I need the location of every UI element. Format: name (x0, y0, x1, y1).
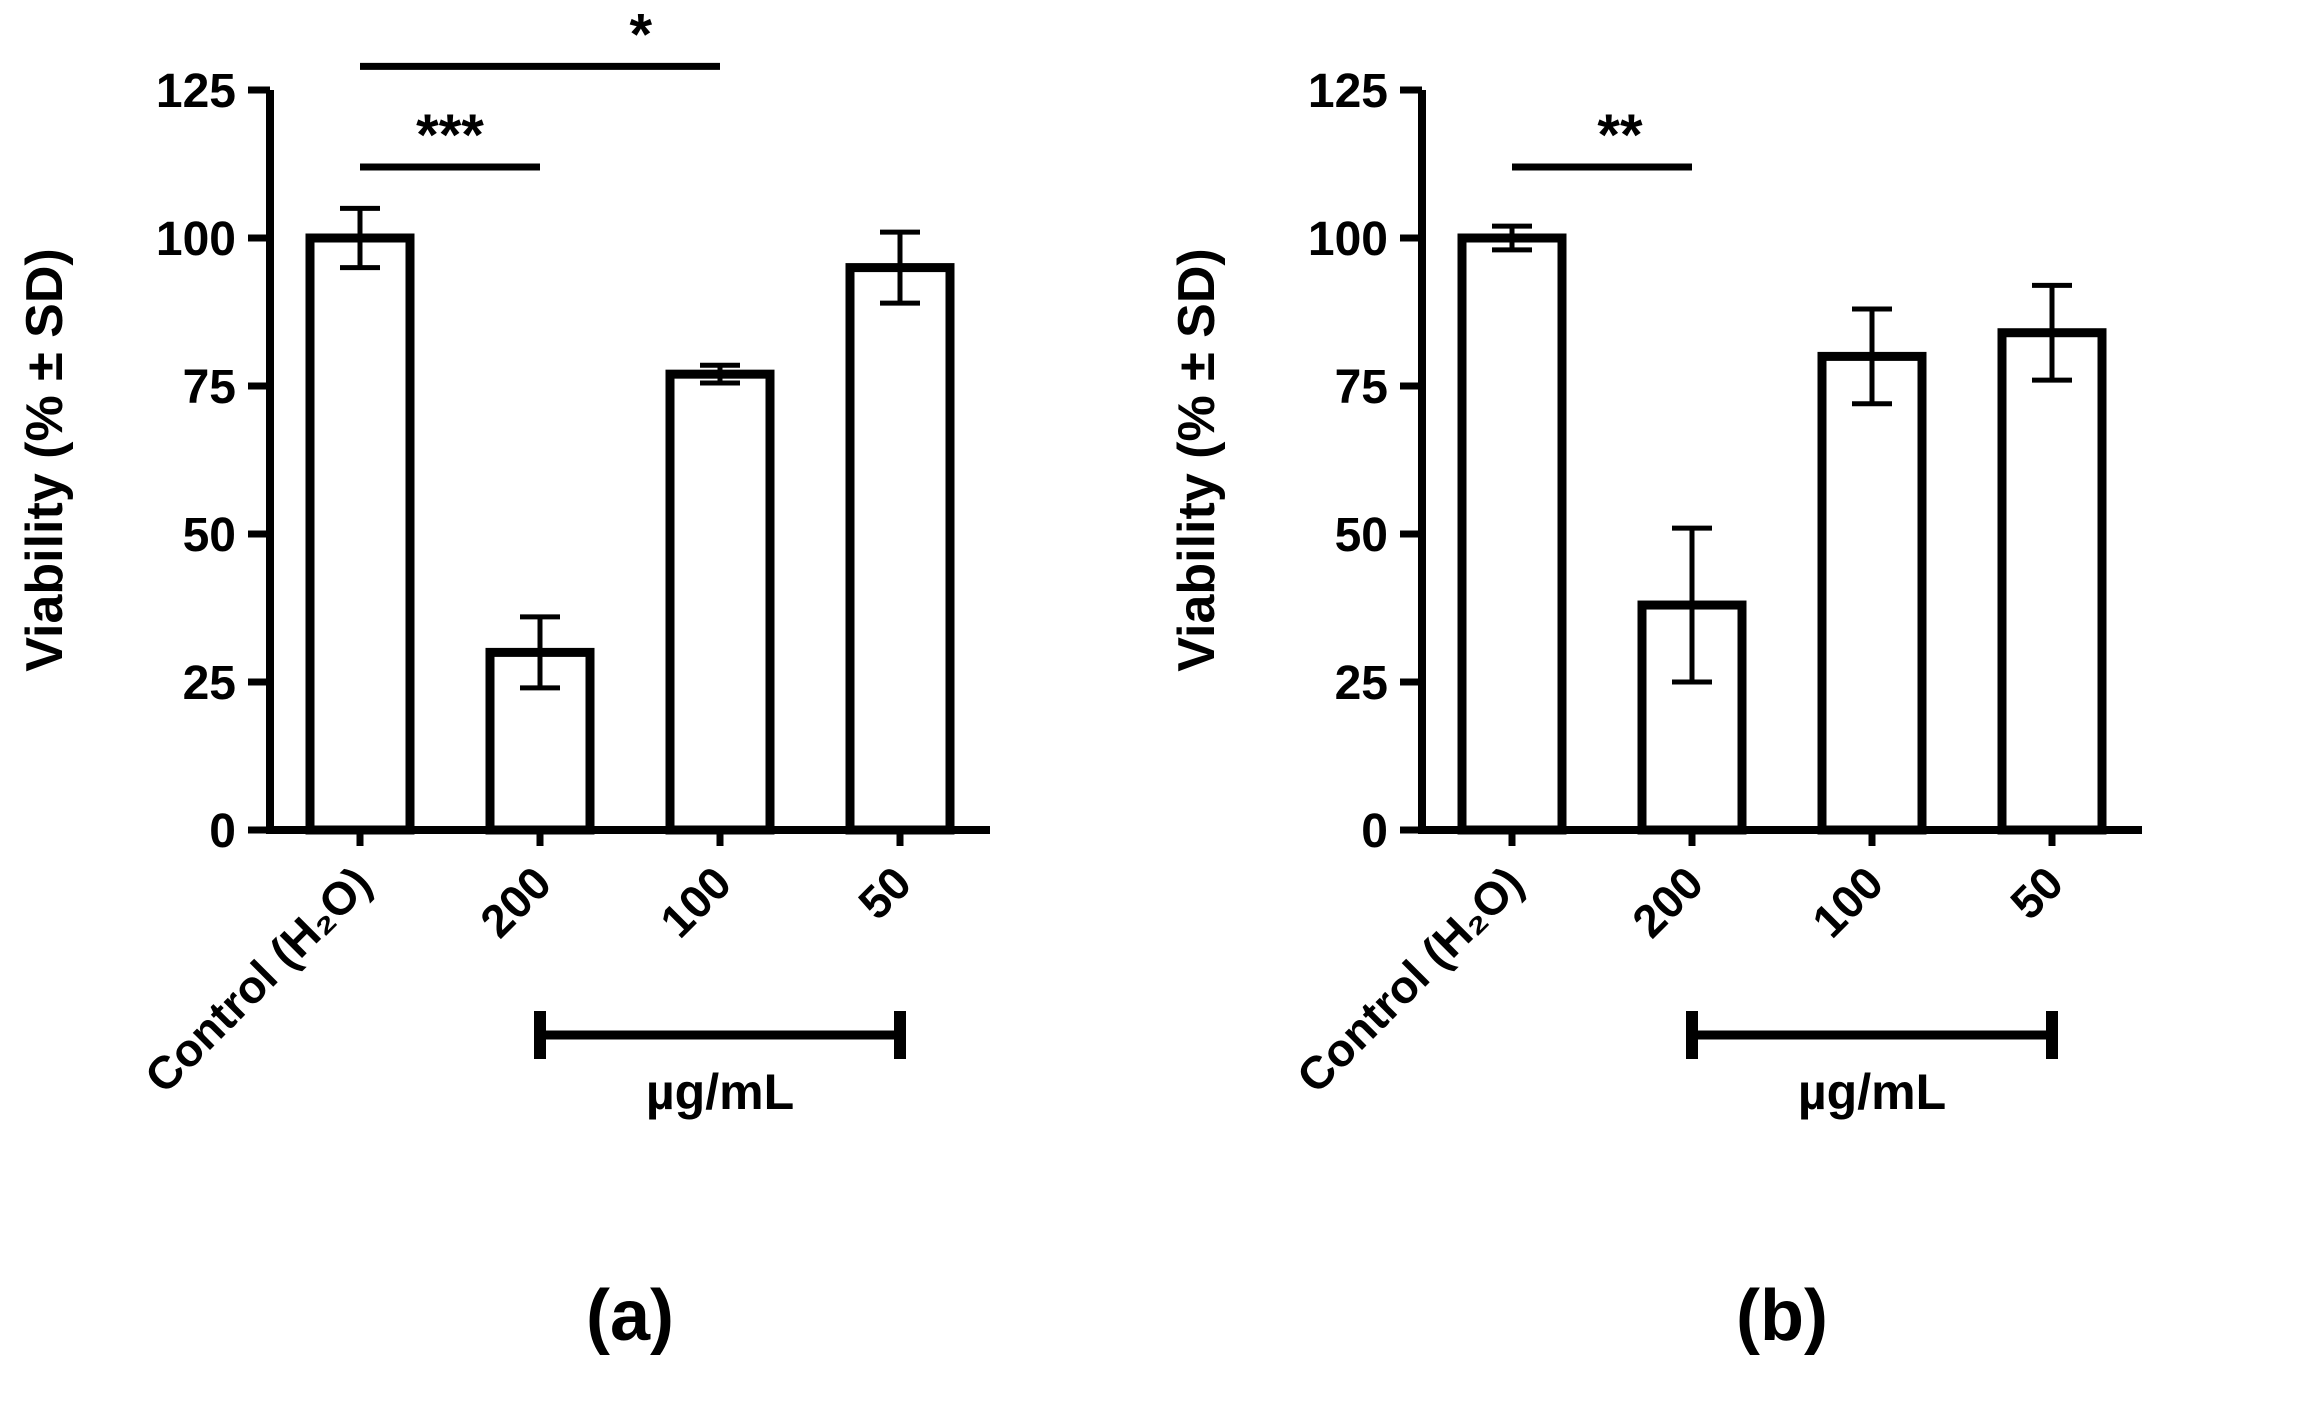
y-tick-label: 100 (1308, 213, 1388, 266)
y-tick-label: 50 (1335, 509, 1388, 562)
y-tick-label: 50 (183, 509, 236, 562)
x-category-label: 100 (650, 856, 741, 947)
significance-label: *** (416, 103, 484, 168)
panel-label: (a) (586, 1276, 674, 1356)
unit-bracket-label: µg/mL (646, 1064, 794, 1120)
panel-b: 0 25 50 75 100 125 Control (H₂O) 200 100 50 Viabil… (1152, 0, 2304, 1411)
bar-0 (305, 233, 415, 835)
bar-2 (665, 369, 775, 835)
bar-2 (1817, 351, 1927, 835)
y-tick-label: 125 (1308, 65, 1388, 118)
y-tick-label: 25 (1335, 657, 1388, 710)
x-category-label: 200 (1622, 856, 1713, 947)
panel-label: (b) (1736, 1276, 1828, 1356)
y-axis-title: Viability (% ± SD) (1168, 248, 1226, 671)
x-category-label: 200 (470, 856, 561, 947)
viability-chart-a: 0 25 50 75 100 125 Control (H₂O) 200 100 50 Viabil… (16, 2, 990, 1356)
y-tick-label: 0 (1361, 805, 1388, 858)
y-tick-label: 75 (1335, 361, 1388, 414)
y-tick-label: 100 (156, 213, 236, 266)
y-tick-label: 25 (183, 657, 236, 710)
significance-label: * (630, 2, 653, 67)
y-tick-label: 75 (183, 361, 236, 414)
x-category-label: 100 (1802, 856, 1893, 947)
x-category-label: 50 (2000, 856, 2073, 929)
bar-0 (1457, 233, 1567, 835)
significance-label: ** (1597, 103, 1643, 168)
viability-chart-b: 0 25 50 75 100 125 Control (H₂O) 200 100 50 Viabil… (1168, 65, 2142, 1356)
unit-bracket-label: µg/mL (1798, 1064, 1946, 1120)
y-tick-label: 125 (156, 65, 236, 118)
bar-3 (1997, 328, 2107, 835)
x-category-label: Control (H₂O) (1287, 856, 1533, 1102)
bar-3 (845, 263, 955, 835)
y-tick-label: 0 (209, 805, 236, 858)
panel-a: 0 25 50 75 100 125 Control (H₂O) 200 100 50 Viabil… (16, 2, 990, 1356)
x-category-label: Control (H₂O) (135, 856, 381, 1102)
y-axis-title: Viability (% ± SD) (16, 248, 74, 671)
x-category-label: 50 (848, 856, 921, 929)
